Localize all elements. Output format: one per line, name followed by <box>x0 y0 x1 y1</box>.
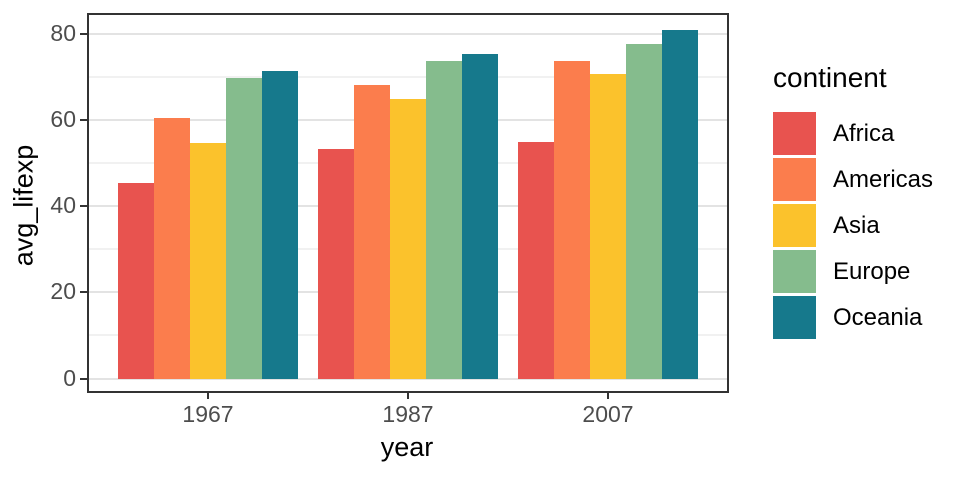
legend-item-americas: Americas <box>773 158 933 201</box>
bar-americas-2007 <box>554 61 590 380</box>
bar-oceania-1987 <box>462 53 498 380</box>
x-tick-mark <box>607 391 609 399</box>
legend-swatch-africa <box>773 112 816 155</box>
legend-swatch-asia <box>773 204 816 247</box>
legend-swatch-oceania <box>773 296 816 339</box>
bar-africa-1967 <box>118 183 154 380</box>
legend-swatch-europe <box>773 250 816 293</box>
bar-africa-1987 <box>318 148 354 380</box>
legend-swatch-americas <box>773 158 816 201</box>
bar-europe-1987 <box>426 61 462 380</box>
legend-label: Asia <box>833 211 880 239</box>
legend-item-europe: Europe <box>773 250 910 293</box>
legend-item-oceania: Oceania <box>773 296 922 339</box>
legend-label: Americas <box>833 165 934 193</box>
y-tick-mark <box>80 205 88 207</box>
bar-europe-2007 <box>626 43 662 380</box>
x-tick-mark <box>207 391 209 399</box>
bar-americas-1987 <box>354 84 390 380</box>
y-tick-label: 60 <box>50 105 76 132</box>
plot-panel <box>87 13 729 393</box>
y-tick-label: 20 <box>50 278 76 305</box>
y-tick-label: 40 <box>50 192 76 218</box>
legend-label: Africa <box>833 119 895 147</box>
bar-oceania-1967 <box>262 71 298 380</box>
y-tick-mark <box>80 32 88 35</box>
x-axis-title: year <box>380 432 434 462</box>
legend-item-africa: Africa <box>773 112 894 155</box>
legend-item-asia: Asia <box>773 204 887 247</box>
bar-oceania-2007 <box>662 30 698 380</box>
legend-label: Europe <box>833 257 911 285</box>
y-tick-mark <box>80 118 88 121</box>
bar-americas-1967 <box>154 118 190 380</box>
y-tick-mark <box>80 377 88 380</box>
gridline-minor <box>89 75 727 78</box>
bar-asia-2007 <box>590 73 626 380</box>
bar-africa-2007 <box>518 142 554 380</box>
bar-asia-1987 <box>390 98 426 380</box>
bar-asia-1967 <box>190 142 226 380</box>
x-tick-mark <box>407 391 409 399</box>
bar-europe-1967 <box>226 77 262 380</box>
legend-label: Oceania <box>833 303 923 331</box>
x-tick-label: 2007 <box>582 401 634 427</box>
legend: continent Africa Americas Asia Europe Oceani… <box>773 62 933 342</box>
y-tick-label: 0 <box>63 364 76 391</box>
x-tick-label: 1967 <box>182 401 234 427</box>
y-tick-label: 80 <box>50 19 76 46</box>
gridline-major <box>89 32 727 35</box>
legend-title: continent <box>773 62 887 93</box>
y-tick-mark <box>80 291 88 294</box>
x-tick-label: 1987 <box>382 401 434 427</box>
legend-items: Africa Americas Asia Europe Oceania <box>773 112 933 339</box>
